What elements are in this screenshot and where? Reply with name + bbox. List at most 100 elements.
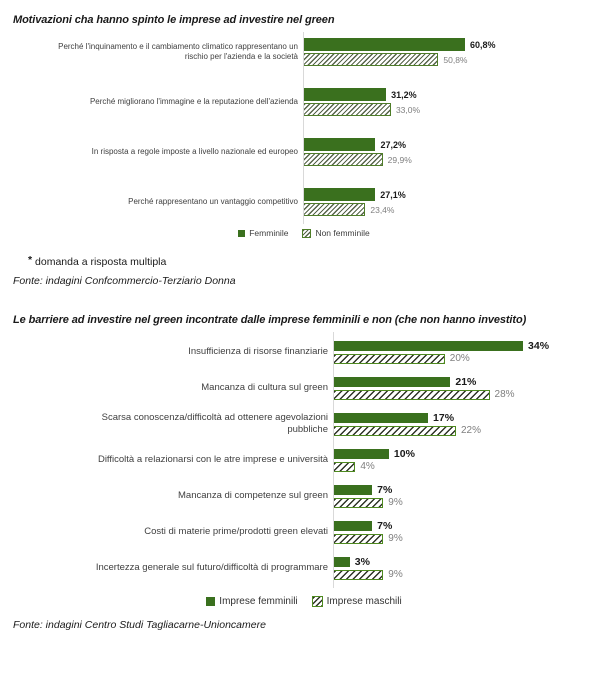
- bar-solid: [333, 521, 373, 531]
- category-label: Incertezza generale sul futuro/difficolt…: [95, 562, 328, 574]
- value-label: 21%: [455, 376, 477, 388]
- category-label: Scarsa conoscenza/difficoltà ad ottenere…: [101, 412, 328, 435]
- chart2-plot: Insufficienza di risorse finanziarie 34% 2…: [13, 332, 595, 588]
- chart-row: Perché rappresentano un vantaggio compet…: [13, 188, 595, 216]
- bar-line: 20%: [333, 353, 549, 364]
- bar-solid: [333, 557, 350, 567]
- bar-hatched: [303, 53, 439, 66]
- legend-item-non-femminile: Non femminile: [302, 228, 370, 238]
- value-label: 29,9%: [387, 154, 412, 165]
- bar-group: 21% 28%: [333, 376, 515, 400]
- category-label: Difficoltà a relazionarsi con le atre im…: [97, 454, 328, 466]
- chart-row: Insufficienza di risorse finanziarie 34% 2…: [13, 340, 595, 364]
- value-label: 33,0%: [395, 104, 421, 115]
- bar-line: 28%: [333, 389, 515, 400]
- bar-line: 7%: [333, 520, 403, 532]
- bar-line: 33,0%: [303, 103, 420, 116]
- category-label: Insufficienza di risorse finanziarie: [188, 346, 328, 358]
- bar-hatched: [303, 103, 391, 116]
- bar-solid: [333, 485, 373, 495]
- bar-solid: [333, 413, 429, 423]
- value-label: 27,1%: [380, 189, 406, 200]
- chart-row: Mancanza di cultura sul green 21% 28%: [13, 376, 595, 400]
- bar-line: 29,9%: [303, 153, 412, 166]
- chart2-title: Le barriere ad investire nel green incon…: [13, 314, 527, 326]
- value-label: 31,2%: [391, 89, 417, 100]
- bar-line: 4%: [333, 461, 415, 472]
- bar-line: 50,8%: [303, 53, 496, 66]
- chart-row: In risposta a regole imposte a livello n…: [13, 138, 595, 166]
- value-label: 9%: [388, 569, 403, 580]
- chart1-title: Motivazioni cha hanno spinto le imprese …: [13, 14, 335, 26]
- bar-hatched: [333, 389, 490, 400]
- bar-group: 17% 22%: [333, 412, 481, 436]
- footnote-text: domanda a risposta multipla: [35, 256, 167, 268]
- chart2-axis-line: [333, 332, 334, 588]
- bar-solid: [303, 188, 376, 201]
- bar-group: 3% 9%: [333, 556, 403, 580]
- footnote: * domanda a risposta multipla: [28, 254, 595, 268]
- value-label: 22%: [460, 425, 481, 436]
- hatched-swatch-icon: [302, 228, 312, 238]
- value-label: 23,4%: [370, 204, 395, 215]
- legend-label: Femminile: [249, 228, 289, 238]
- chart-row: Incertezza generale sul futuro/difficolt…: [13, 556, 595, 580]
- bar-group: 7% 9%: [333, 520, 403, 544]
- bar-line: 23,4%: [303, 203, 406, 216]
- value-label: 50,8%: [443, 54, 468, 65]
- legend-label: Imprese femminili: [219, 596, 298, 607]
- bar-line: 17%: [333, 412, 481, 424]
- bar-group: 10% 4%: [333, 448, 415, 472]
- bar-line: 60,8%: [303, 38, 496, 51]
- category-label: Perché l'inquinamento e il cambiamento c…: [58, 41, 298, 61]
- bar-group: 7% 9%: [333, 484, 403, 508]
- chart-row: Mancanza di competenze sul green 7% 9%: [13, 484, 595, 508]
- bar-line: 27,2%: [303, 138, 412, 151]
- bar-hatched: [333, 461, 356, 472]
- bar-group: 27,1% 23,4%: [303, 188, 406, 216]
- bar-line: 31,2%: [303, 88, 420, 101]
- bar-line: 7%: [333, 484, 403, 496]
- solid-swatch-icon: [206, 597, 216, 606]
- value-label: 17%: [433, 412, 455, 424]
- category-label: Mancanza di cultura sul green: [201, 382, 328, 394]
- category-label: Perché rappresentano un vantaggio compet…: [128, 196, 298, 206]
- legend-item-imprese-maschili: Imprese maschili: [311, 596, 402, 607]
- value-label: 27,2%: [380, 139, 407, 150]
- chart-motivazioni-green: Motivazioni cha hanno spinto le imprese …: [13, 14, 595, 287]
- chart-row: Perché migliorano l'immagine e la reputa…: [13, 88, 595, 116]
- value-label: 4%: [360, 461, 375, 472]
- value-label: 3%: [354, 556, 370, 568]
- bar-solid: [303, 138, 376, 151]
- chart-row: Scarsa conoscenza/difficoltà ad ottenere…: [13, 412, 595, 436]
- value-label: 9%: [388, 497, 403, 508]
- bar-group: 27,2% 29,9%: [303, 138, 412, 166]
- chart2-source: Fonte: indagini Centro Studi Tagliacarne…: [13, 619, 266, 631]
- bar-solid: [303, 88, 387, 101]
- category-label: Perché migliorano l'immagine e la reputa…: [89, 96, 298, 106]
- category-label: Mancanza di competenze sul green: [178, 490, 328, 502]
- chart-barriere-green: Le barriere ad investire nel green incon…: [13, 314, 595, 631]
- bar-line: 10%: [333, 448, 415, 460]
- chart1-legend: Femminile Non femminile: [13, 228, 595, 238]
- bar-line: 34%: [333, 340, 549, 352]
- legend-label: Non femminile: [315, 228, 370, 238]
- chart-row: Perché l'inquinamento e il cambiamento c…: [13, 38, 595, 66]
- bar-line: 22%: [333, 425, 481, 436]
- bar-hatched: [333, 353, 445, 364]
- chart1-source: Fonte: indagini Confcommercio-Terziario …: [13, 275, 236, 287]
- value-label: 28%: [494, 389, 515, 400]
- bar-line: 9%: [333, 533, 403, 544]
- bar-hatched: [303, 153, 383, 166]
- chart-row: Costi di materie prime/prodotti green el…: [13, 520, 595, 544]
- value-label: 7%: [377, 520, 393, 532]
- value-label: 9%: [388, 533, 403, 544]
- value-label: 20%: [449, 353, 470, 364]
- value-label: 34%: [528, 340, 550, 352]
- chart2-legend: Imprese femminili Imprese maschili: [13, 596, 595, 607]
- hatched-swatch-icon: [311, 596, 323, 607]
- bar-hatched: [303, 203, 366, 216]
- category-label: In risposta a regole imposte a livello n…: [91, 146, 298, 156]
- bar-group: 34% 20%: [333, 340, 549, 364]
